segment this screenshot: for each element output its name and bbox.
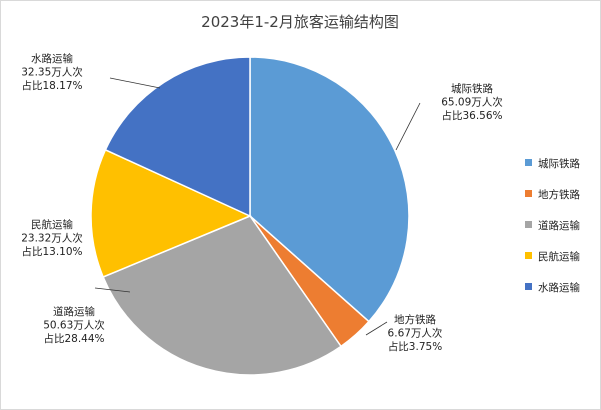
legend-label-intercity-rail: 城际铁路 <box>538 157 580 170</box>
data-label-aviation: 民航运输 23.32万人次占比13.10% <box>21 218 83 258</box>
legend-swatch-aviation <box>525 252 532 259</box>
pie-slice-intercity-rail <box>249 56 410 323</box>
data-label-road: 道路运输 50.63万人次占比28.44% <box>43 305 105 345</box>
leader-line-intercity-rail <box>395 102 421 151</box>
pie-slice-aviation <box>90 148 252 278</box>
legend-swatch-waterway <box>525 283 532 290</box>
data-label-local-rail: 地方铁路 6.67万人次占比3.75% <box>388 313 443 353</box>
leader-line-waterway <box>109 77 161 89</box>
data-label-waterway: 水路运输 32.35万人次占比18.17% <box>21 52 83 92</box>
pie-slice-road <box>102 215 343 376</box>
legend-label-waterway: 水路运输 <box>538 281 580 294</box>
legend-swatch-intercity-rail <box>525 159 532 166</box>
legend-label-road: 道路运输 <box>538 219 580 232</box>
leader-line-road <box>94 287 131 293</box>
pie-slice-waterway <box>104 56 251 218</box>
legend-swatch-road <box>525 221 532 228</box>
data-labels: 城际铁路 65.09万人次占比36.56% 地方铁路 6.67万人次占比3.75% 道路… <box>21 52 503 353</box>
legend-swatch-local-rail <box>525 190 532 197</box>
chart-title: 2023年1-2月旅客运输结构图 <box>201 13 399 31</box>
legend-label-local-rail: 地方铁路 <box>538 188 580 201</box>
legend-label-aviation: 民航运输 <box>538 250 580 263</box>
pie-slices <box>90 56 410 376</box>
leader-line-local-rail <box>365 321 388 336</box>
leader-lines <box>94 77 421 336</box>
data-label-intercity-rail: 城际铁路 65.09万人次占比36.56% <box>441 82 503 122</box>
